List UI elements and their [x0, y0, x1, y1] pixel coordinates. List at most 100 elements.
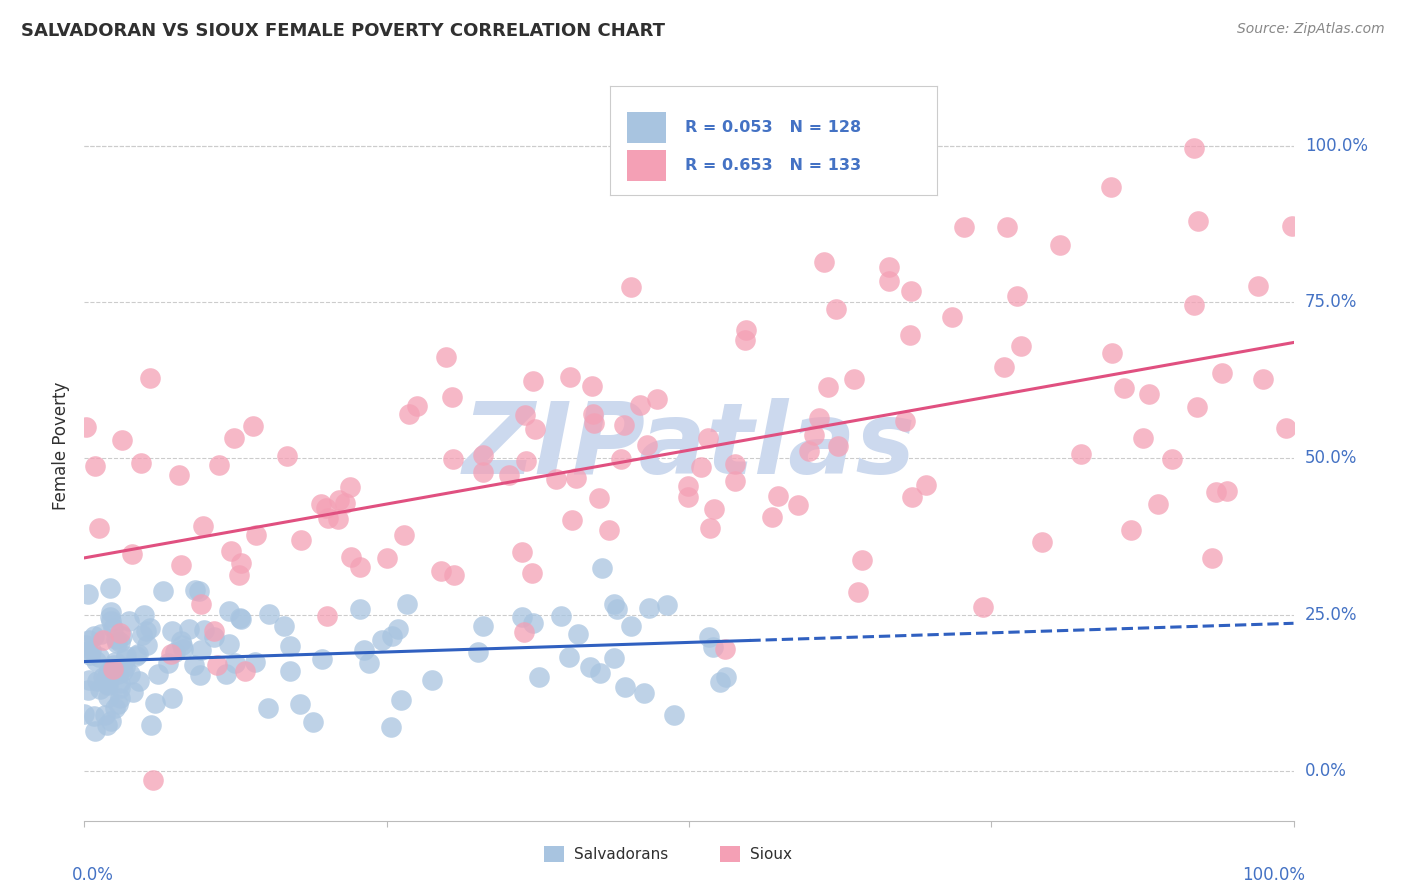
Point: [380, 720, 402, 734]
Point: [349, 601, 371, 615]
Point: [371, 633, 394, 648]
Point: [101, 661, 124, 675]
Point: [278, 639, 301, 653]
Point: [76, 682, 98, 697]
Point: [714, 641, 737, 656]
Point: [202, 630, 225, 644]
Point: [472, 448, 495, 462]
Point: [564, 470, 586, 484]
Point: [877, 260, 900, 275]
Point: [129, 456, 152, 470]
Point: [702, 640, 724, 654]
Point: [914, 478, 936, 492]
Point: [138, 621, 160, 635]
Point: [524, 422, 547, 436]
Point: [167, 467, 190, 482]
Point: [1070, 446, 1092, 460]
Point: [309, 497, 332, 511]
Point: [498, 468, 520, 483]
Point: [1099, 180, 1122, 194]
Point: [177, 622, 200, 636]
Point: [709, 675, 731, 690]
Point: [98, 581, 121, 595]
Point: [224, 656, 246, 670]
Point: [104, 655, 127, 669]
Point: [146, 666, 169, 681]
Point: [522, 615, 544, 630]
Point: [165, 644, 187, 658]
Point: [127, 647, 149, 661]
Point: [191, 519, 214, 533]
Point: [107, 666, 129, 681]
Point: [786, 498, 808, 512]
Point: [97, 690, 120, 704]
Point: [1005, 289, 1028, 303]
Point: [901, 490, 924, 504]
Point: [1211, 366, 1233, 380]
Point: [606, 602, 628, 616]
Point: [301, 714, 323, 729]
Point: [724, 474, 747, 488]
Point: [678, 479, 700, 493]
Point: [108, 681, 131, 695]
Point: [91, 633, 114, 648]
Point: [527, 670, 550, 684]
Point: [339, 480, 361, 494]
Point: [1147, 497, 1170, 511]
Point: [103, 661, 125, 675]
Point: [735, 323, 758, 337]
Point: [219, 544, 242, 558]
Point: [879, 274, 901, 288]
Point: [520, 566, 543, 581]
Point: [183, 658, 205, 673]
Point: [972, 599, 994, 614]
Point: [628, 397, 651, 411]
Point: [567, 627, 589, 641]
Text: ZIPatlas: ZIPatlas: [463, 398, 915, 494]
Point: [96, 665, 118, 680]
Point: [104, 700, 127, 714]
Point: [420, 673, 443, 687]
Point: [96, 671, 118, 685]
Point: [87, 521, 110, 535]
Point: [122, 685, 145, 699]
Point: [257, 700, 280, 714]
Y-axis label: Female Poverty: Female Poverty: [52, 382, 70, 510]
Point: [664, 707, 686, 722]
Point: [86, 674, 108, 689]
Point: [761, 510, 783, 524]
Point: [591, 560, 613, 574]
Point: [472, 619, 495, 633]
Point: [170, 634, 193, 648]
Point: [131, 628, 153, 642]
Point: [381, 629, 404, 643]
Point: [205, 657, 228, 672]
Point: [387, 622, 409, 636]
Point: [1182, 298, 1205, 312]
Point: [107, 697, 129, 711]
Point: [328, 512, 350, 526]
Point: [103, 662, 125, 676]
Point: [1247, 279, 1270, 293]
Point: [120, 666, 142, 681]
Point: [75, 638, 97, 652]
Point: [83, 629, 105, 643]
Text: 100.0%: 100.0%: [1243, 865, 1306, 884]
Point: [467, 644, 489, 658]
Point: [589, 666, 612, 681]
Point: [115, 649, 138, 664]
Point: [443, 568, 465, 582]
Point: [328, 493, 350, 508]
Point: [111, 629, 134, 643]
Point: [1205, 484, 1227, 499]
Point: [993, 360, 1015, 375]
Point: [1187, 214, 1209, 228]
Point: [91, 670, 114, 684]
Point: [1121, 523, 1143, 537]
Point: [714, 670, 737, 684]
Point: [105, 636, 128, 650]
Point: [108, 635, 131, 649]
Point: [110, 676, 132, 690]
Point: [96, 677, 118, 691]
Point: [160, 648, 183, 662]
